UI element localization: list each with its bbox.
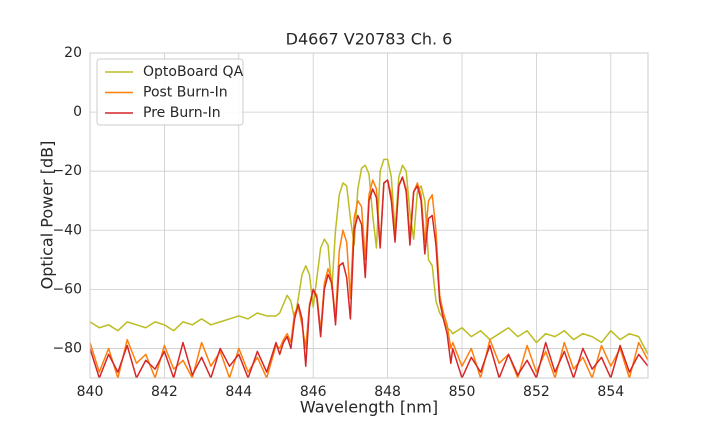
y-tick-label: 0 [73,104,82,120]
x-axis-label: Wavelength [nm] [300,398,438,417]
x-tick-label: 844 [225,384,252,400]
x-tick-label: 854 [597,384,624,400]
y-tick-label: −80 [52,340,82,356]
legend-label: OptoBoard QA [143,64,244,80]
y-axis-label: Optical Power [dB] [38,141,57,290]
grid [89,52,648,378]
plot-area [90,158,648,378]
legend-label: Pre Burn-In [143,105,221,121]
chart-title: D4667 V20783 Ch. 6 [286,30,453,49]
series-line [90,176,648,378]
y-tick-label: −60 [52,281,82,297]
x-tick-label: 850 [449,384,476,400]
legend-label: Post Burn-In [143,85,228,101]
series-line [90,158,648,355]
x-tick-label: 852 [523,384,550,400]
legend: OptoBoard QA Post Burn-In Pre Burn-In [96,58,244,126]
plot-frame [89,52,649,379]
legend-box [96,58,244,126]
x-tick-label: 842 [151,384,178,400]
x-tick-label: 840 [77,384,104,400]
x-tick-label: 848 [374,384,401,400]
y-tick-label: 20 [64,45,82,61]
y-tick-label: −20 [52,163,82,179]
x-tick-label: 846 [300,384,327,400]
y-tick-label: −40 [52,222,82,238]
